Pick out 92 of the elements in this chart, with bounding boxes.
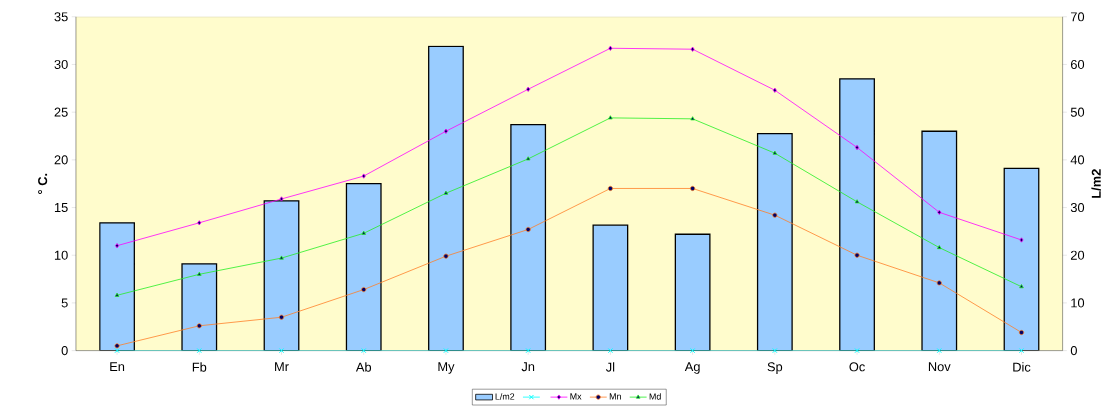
point <box>937 209 942 215</box>
legend-label: Mx <box>570 393 582 400</box>
point <box>443 348 449 354</box>
point <box>608 45 613 51</box>
y2-tick-label: 20 <box>1070 250 1085 260</box>
bar <box>510 123 547 351</box>
y2-tick-label: 40 <box>1070 155 1085 165</box>
point <box>607 185 613 192</box>
point <box>196 323 202 329</box>
legend-label: Mn <box>609 393 621 400</box>
point <box>361 287 367 293</box>
point <box>772 150 778 155</box>
bar <box>428 45 464 351</box>
bar <box>1003 167 1040 351</box>
y-tick-label: 20 <box>54 155 68 165</box>
y2-tick-label: 30 <box>1070 203 1085 213</box>
y2-tick-label: 10 <box>1071 298 1085 308</box>
x-tick-label: Mr <box>275 362 289 372</box>
point <box>1019 237 1024 243</box>
point <box>772 348 778 354</box>
bar <box>345 183 382 351</box>
point <box>690 348 696 354</box>
point <box>525 348 531 354</box>
point <box>854 252 860 258</box>
point <box>937 245 942 250</box>
x-tick-label: My <box>438 362 455 374</box>
bar <box>181 263 218 351</box>
point <box>278 314 285 320</box>
point <box>279 255 284 260</box>
point <box>690 185 696 192</box>
y-tick-label: 25 <box>54 107 68 117</box>
x-tick-label: Nov <box>928 362 951 372</box>
point <box>115 243 120 249</box>
point <box>936 348 942 354</box>
point <box>279 196 284 202</box>
point <box>607 348 613 354</box>
point <box>196 348 202 354</box>
point <box>526 86 531 92</box>
point <box>855 144 860 151</box>
point <box>1019 284 1024 289</box>
legend-label: Md <box>649 393 661 400</box>
x-tick-label: Sp <box>767 362 783 374</box>
point <box>525 226 531 233</box>
point <box>443 190 449 195</box>
y-tick-label: 35 <box>54 12 68 22</box>
point <box>197 271 202 276</box>
x-tick-label: Jl <box>605 362 615 372</box>
bar <box>592 224 629 351</box>
bar <box>263 200 300 351</box>
bar <box>674 233 711 351</box>
y2-tick-label: 0 <box>1070 346 1077 356</box>
x-tick-label: Ag <box>684 362 700 374</box>
point <box>443 128 448 134</box>
y-tick-label: 15 <box>54 203 68 213</box>
point <box>443 253 449 259</box>
y-tick-label: 30 <box>54 59 68 70</box>
point <box>690 116 695 121</box>
y-tick-label: 10 <box>54 250 68 260</box>
point <box>114 343 120 349</box>
y-axis-title: ° C. <box>38 173 48 194</box>
bar <box>921 130 958 351</box>
point <box>197 220 202 226</box>
point <box>361 230 367 235</box>
point <box>1018 329 1025 336</box>
x-tick-label: En <box>110 362 125 372</box>
point <box>361 173 366 179</box>
point <box>278 348 285 354</box>
y2-tick-label: 70 <box>1070 12 1085 22</box>
point <box>854 348 860 354</box>
bar <box>756 133 793 351</box>
point <box>772 212 778 218</box>
x-tick-label: Ab <box>355 362 372 372</box>
point <box>525 156 531 161</box>
point <box>114 292 120 297</box>
x-tick-label: Oc <box>849 362 865 372</box>
y-tick-label: 5 <box>61 298 68 308</box>
x-tick-label: Dic <box>1013 362 1031 372</box>
point <box>608 115 613 120</box>
point <box>361 348 367 354</box>
x-tick-label: Jn <box>521 362 535 372</box>
legend-label: L/m2 <box>495 393 515 400</box>
y2-tick-label: 60 <box>1070 59 1085 70</box>
bar <box>99 222 135 351</box>
y-tick-label: 0 <box>61 346 68 356</box>
point <box>936 280 942 286</box>
bar <box>839 78 875 351</box>
point <box>690 46 695 52</box>
point <box>772 87 777 93</box>
y2-tick-label: 50 <box>1070 107 1085 117</box>
x-tick-label: Fb <box>192 362 207 372</box>
y2-axis-title: L/m2 <box>1091 169 1101 198</box>
point <box>854 199 860 204</box>
